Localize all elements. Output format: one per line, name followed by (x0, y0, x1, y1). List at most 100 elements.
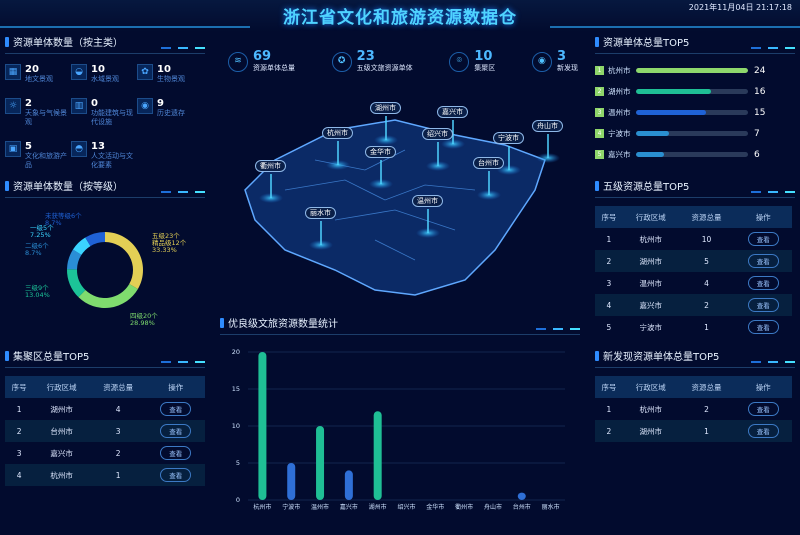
map-city-label[interactable]: 湖州市 (370, 102, 401, 114)
top5-row: 5 嘉兴市 6 (595, 144, 795, 165)
map-city-label[interactable]: 丽水市 (305, 207, 336, 219)
kpi-label: 五级文旅资源单体 (356, 64, 413, 72)
table-cell: 查看 (734, 316, 792, 338)
view-button[interactable]: 查看 (747, 254, 779, 268)
view-button[interactable]: 查看 (160, 468, 192, 482)
newfound-section: 新发现资源单体总量TOP5 序号 行政区域 资源总量 操作 1 杭州市 2 查看 2 湖州市 1 查看 (595, 348, 795, 442)
kpi-card: ⌾ 10 集聚区 (449, 50, 495, 73)
view-button[interactable]: 查看 (747, 276, 779, 290)
column-header: 行政区域 (622, 376, 679, 398)
table-cell: 1 (16, 404, 22, 414)
category-label: 生物景观 (157, 75, 185, 83)
slice-label: 四级20个 28.98% (130, 311, 158, 327)
view-button[interactable]: 查看 (747, 320, 779, 334)
category-item: ◒ 10 水域景观 (71, 64, 137, 84)
view-button[interactable]: 查看 (747, 424, 779, 438)
y-tick-label: 5 (236, 459, 240, 467)
zhejiang-map (244, 116, 560, 296)
view-button[interactable]: 查看 (160, 402, 192, 416)
top5-row: 2 湖州市 16 (595, 81, 795, 102)
view-button[interactable]: 查看 (160, 446, 192, 460)
top5-row: 4 宁波市 7 (595, 123, 795, 144)
table-cell: 查看 (146, 398, 205, 420)
table-cell: 杭州市 (639, 234, 663, 244)
table-cell: 查看 (734, 228, 792, 250)
bar-value: 7 (754, 128, 760, 139)
map-city-label[interactable]: 金华市 (365, 146, 396, 158)
map-city-label[interactable]: 杭州市 (322, 127, 353, 139)
table-cell: 查看 (146, 442, 205, 464)
view-button[interactable]: 查看 (160, 424, 192, 438)
x-tick-label: 绍兴市 (397, 503, 415, 511)
grade5-table: 序号 行政区域 资源总量 操作 1 杭州市 10 查看 2 湖州市 5 查看 3 温州市 4 查看 4 嘉兴市 2 查… (595, 206, 792, 338)
table-row: 2 台州市 3 查看 (5, 420, 205, 442)
bar-value: 16 (754, 86, 766, 97)
progress-track (636, 131, 748, 136)
column-header: 操作 (734, 206, 792, 228)
rank-badge: 1 (595, 66, 604, 75)
category-item: ▥ 0 功能建筑与现代设施 (71, 98, 137, 127)
section-marker-icon (595, 350, 599, 361)
table-row: 2 湖州市 1 查看 (595, 420, 792, 442)
table-row: 1 杭州市 2 查看 (595, 398, 792, 420)
table-cell: 1 (606, 234, 612, 244)
table-row: 1 杭州市 10 查看 (595, 228, 792, 250)
progress-fill (636, 131, 669, 136)
category-label: 人文活动与文化要素 (91, 152, 133, 169)
bar (287, 463, 296, 500)
category-value: 5 (25, 141, 32, 152)
map-outline (244, 119, 546, 296)
slice-label: 三级9个 13.04% (25, 283, 50, 299)
layers-icon: ≋ (228, 51, 248, 72)
map-city-label[interactable]: 温州市 (412, 195, 443, 207)
map-city-label[interactable]: 绍兴市 (422, 128, 453, 140)
rank-badge: 3 (595, 108, 604, 117)
table-cell: 4 (115, 404, 121, 414)
table-header: 序号 行政区域 资源总量 操作 (595, 376, 792, 398)
bar-section: 优良级文旅资源数量统计 (220, 315, 580, 335)
kpi-value: 69 (253, 49, 272, 64)
kpi-value: 23 (356, 49, 375, 64)
view-button[interactable]: 查看 (747, 298, 779, 312)
table-header: 序号 行政区域 资源总量 操作 (595, 206, 792, 228)
table-cell: 3 (16, 448, 22, 458)
category-label: 历史遗存 (157, 109, 185, 117)
table-cell: 湖州市 (622, 420, 679, 442)
column-header: 行政区域 (622, 206, 679, 228)
category-value: 9 (157, 98, 164, 109)
map-city-label[interactable]: 衢州市 (255, 160, 286, 172)
datetime: 2021年11月04日 21:17:18 (688, 3, 792, 12)
landscape-icon: ▦ (5, 64, 21, 80)
x-tick-label: 宁波市 (282, 503, 300, 511)
header-divider (550, 26, 800, 28)
city-name: 温州市 (608, 108, 631, 117)
map-city-label[interactable]: 舟山市 (532, 120, 563, 132)
cluster-table: 序号 行政区域 资源总量 操作 1 湖州市 4 查看 2 台州市 3 查看 3 嘉兴市 2 查看 4 杭州市 1 查看 (5, 376, 205, 486)
view-button[interactable]: 查看 (747, 402, 779, 416)
map-city-label[interactable]: 台州市 (473, 157, 504, 169)
section-marker-icon (595, 36, 599, 47)
map-city-label[interactable]: 嘉兴市 (437, 106, 468, 118)
progress-track (636, 110, 748, 115)
category-label: 文化和旅游产品 (25, 152, 67, 169)
table-row: 5 宁波市 1 查看 (595, 316, 792, 338)
category-value: 10 (91, 64, 105, 75)
kpi-value: 3 (556, 49, 567, 64)
bar-value: 6 (754, 149, 760, 160)
view-button[interactable]: 查看 (747, 232, 779, 246)
donut-slice (67, 249, 82, 270)
category-value: 10 (157, 64, 171, 75)
category-label: 水域景观 (91, 75, 119, 83)
kpi-card: ◉ 3 新发现 (531, 49, 578, 73)
table-cell: 4 (595, 294, 623, 316)
x-tick-label: 舟山市 (484, 503, 502, 511)
category-label: 地文景观 (25, 75, 53, 83)
table-cell: 2 (678, 294, 735, 316)
map-city-label[interactable]: 宁波市 (493, 132, 524, 144)
donut-slice (72, 237, 91, 255)
decor-dash (536, 328, 580, 330)
table-cell: 杭州市 (33, 464, 90, 486)
category-value: 20 (25, 64, 39, 75)
rank-badge: 2 (595, 87, 604, 96)
top5-row: 1 杭州市 24 (595, 60, 795, 81)
